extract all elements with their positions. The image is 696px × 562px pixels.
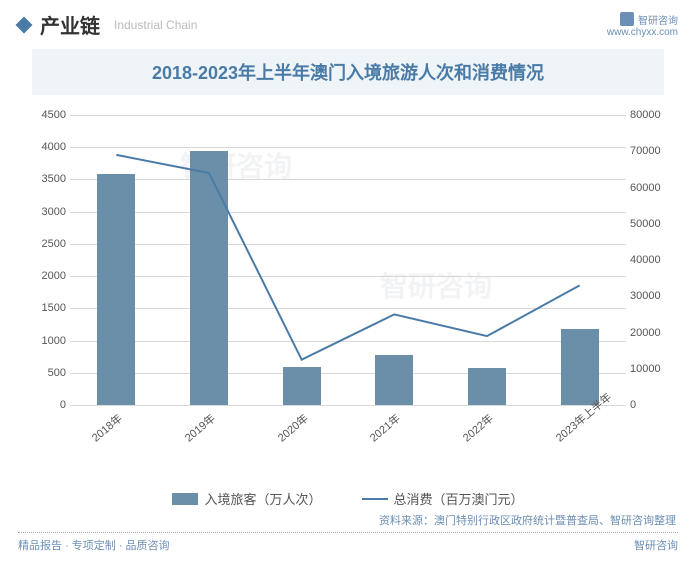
- diamond-icon: [16, 16, 33, 33]
- y-right-tick: 50000: [630, 218, 672, 230]
- y-left-tick: 4500: [30, 109, 66, 121]
- line-svg: [70, 115, 626, 405]
- y-left-tick: 3000: [30, 206, 66, 218]
- y-right-tick: 40000: [630, 254, 672, 266]
- x-tick-label: 2019年: [181, 410, 218, 445]
- header-left: 产业链 Industrial Chain: [18, 10, 197, 39]
- x-tick-label: 2020年: [274, 410, 311, 445]
- source-text: 资料来源：澳门特别行政区政府统计暨普查局、智研咨询整理: [0, 508, 696, 530]
- chart-title-wrap: 2018-2023年上半年澳门入境旅游人次和消费情况: [32, 49, 664, 95]
- trend-line: [116, 155, 579, 360]
- y-right-tick: 10000: [630, 363, 672, 375]
- y-right-tick: 80000: [630, 109, 672, 121]
- y-left-tick: 0: [30, 399, 66, 411]
- section-title: 产业链: [40, 10, 100, 39]
- footer-left: 精品报告 · 专项定制 · 品质咨询: [18, 537, 170, 553]
- legend-item-line: 总消费（百万澳门元）: [362, 489, 524, 508]
- y-left-tick: 500: [30, 367, 66, 379]
- header-bar: 产业链 Industrial Chain 智研咨询 www.chyxx.com: [0, 0, 696, 43]
- chart-area: 智研咨询 智研咨询 050010001500200025003000350040…: [20, 105, 676, 485]
- legend-bar-label: 入境旅客（万人次）: [204, 489, 321, 508]
- y-left-tick: 2500: [30, 238, 66, 250]
- y-left-tick: 1500: [30, 302, 66, 314]
- y-left-tick: 2000: [30, 270, 66, 282]
- gridline: [70, 405, 626, 406]
- legend-line-label: 总消费（百万澳门元）: [394, 489, 524, 508]
- section-subtitle: Industrial Chain: [114, 18, 197, 32]
- brand-row: 智研咨询: [607, 12, 678, 27]
- y-left-tick: 1000: [30, 335, 66, 347]
- brand-url: www.chyxx.com: [607, 27, 678, 38]
- y-right-tick: 0: [630, 399, 672, 411]
- y-right-tick: 30000: [630, 290, 672, 302]
- y-right-tick: 70000: [630, 145, 672, 157]
- legend: 入境旅客（万人次） 总消费（百万澳门元）: [0, 489, 696, 508]
- x-tick-label: 2018年: [88, 410, 125, 445]
- footer-right: 智研咨询: [634, 537, 678, 553]
- chart-title: 2018-2023年上半年澳门入境旅游人次和消费情况: [42, 59, 654, 85]
- plot-region: 0500100015002000250030003500400045000100…: [70, 115, 626, 405]
- brand-name: 智研咨询: [638, 12, 678, 27]
- y-left-tick: 4000: [30, 141, 66, 153]
- y-left-tick: 3500: [30, 173, 66, 185]
- x-tick-label: 2021年: [366, 410, 403, 445]
- x-tick-label: 2022年: [459, 410, 496, 445]
- brand-icon: [620, 12, 634, 26]
- legend-item-bar: 入境旅客（万人次）: [172, 489, 321, 508]
- footer: 精品报告 · 专项定制 · 品质咨询 智研咨询: [18, 532, 678, 553]
- y-right-tick: 60000: [630, 182, 672, 194]
- header-right: 智研咨询 www.chyxx.com: [607, 12, 678, 38]
- legend-line-swatch: [362, 498, 388, 500]
- legend-bar-swatch: [172, 493, 198, 505]
- y-right-tick: 20000: [630, 327, 672, 339]
